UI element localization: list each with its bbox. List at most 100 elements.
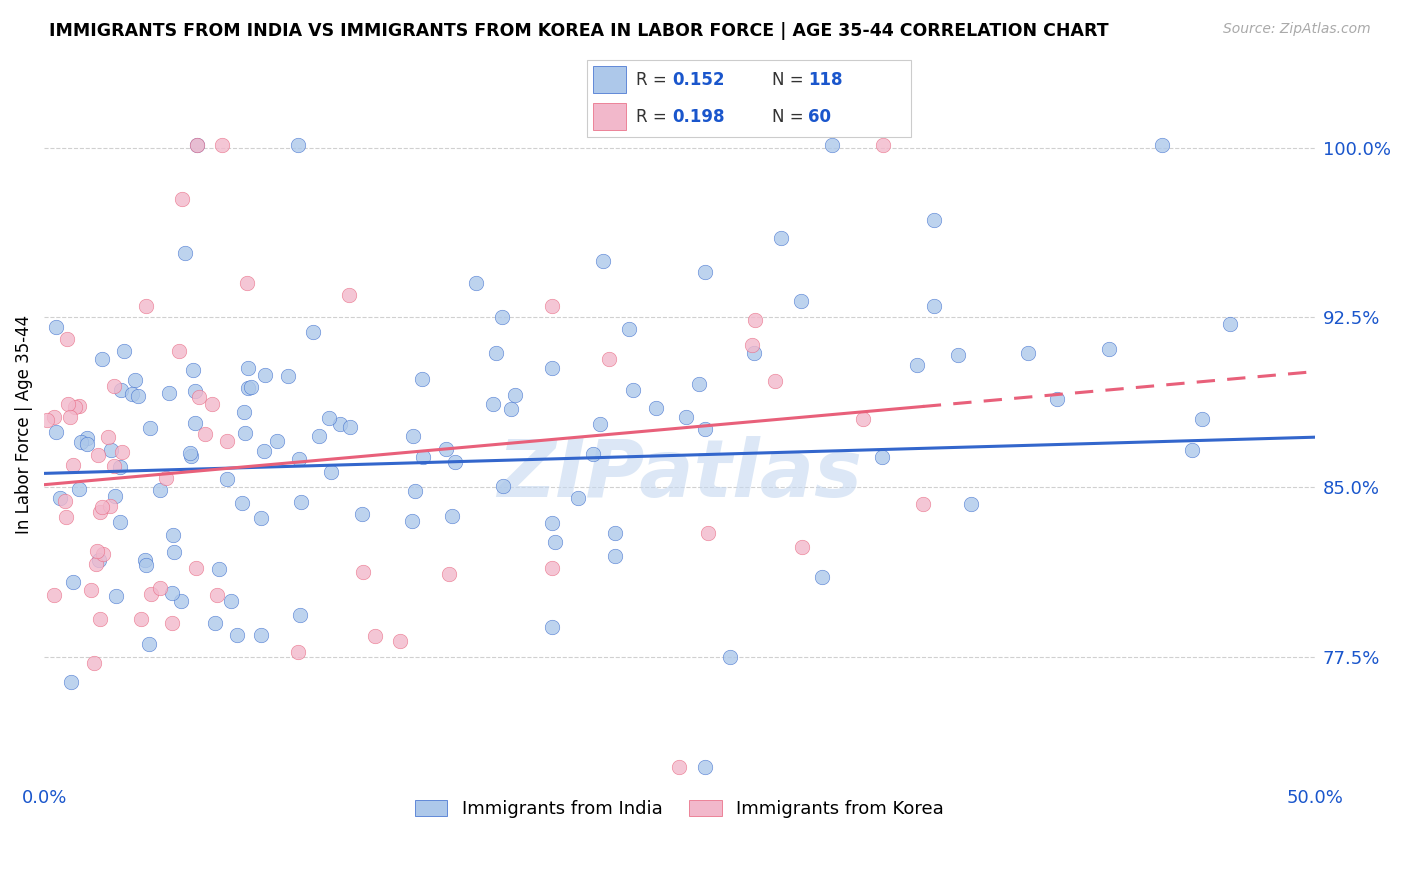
Point — [329, 417, 352, 432]
Point — [250, 628, 273, 642]
Point — [170, 594, 193, 608]
Point — [541, 516, 564, 531]
Point — [790, 294, 813, 309]
Point — [59, 410, 82, 425]
Point — [108, 515, 131, 529]
Text: 118: 118 — [808, 70, 842, 88]
Point — [149, 581, 172, 595]
Y-axis label: In Labor Force | Age 35-44: In Labor Force | Age 35-44 — [15, 315, 32, 534]
Point — [718, 649, 741, 664]
Point — [592, 253, 614, 268]
Point — [621, 383, 644, 397]
Point — [288, 452, 311, 467]
Point — [238, 361, 260, 376]
Point — [239, 380, 262, 394]
Text: 0.152: 0.152 — [672, 70, 725, 88]
Point — [215, 434, 238, 448]
Point — [45, 425, 67, 439]
Point — [401, 514, 423, 528]
Point — [56, 397, 79, 411]
Point — [790, 540, 813, 554]
Point — [948, 348, 970, 362]
Point — [84, 557, 107, 571]
Point — [179, 446, 201, 460]
Point — [959, 497, 981, 511]
Point — [492, 479, 515, 493]
Point — [167, 343, 190, 358]
Point — [1017, 346, 1039, 360]
Point — [544, 534, 567, 549]
Point — [80, 583, 103, 598]
Point — [184, 561, 207, 575]
Point — [181, 363, 204, 377]
Point — [693, 265, 716, 279]
Point — [233, 405, 256, 419]
Point — [139, 587, 162, 601]
Point — [339, 420, 361, 434]
Point — [204, 615, 226, 630]
Point — [598, 352, 620, 367]
Point — [162, 586, 184, 600]
Point — [87, 448, 110, 462]
Point — [811, 570, 834, 584]
Point — [434, 442, 457, 457]
Point — [172, 192, 194, 206]
Point — [134, 553, 156, 567]
Text: N =: N = — [772, 70, 808, 88]
Text: N =: N = — [772, 108, 808, 126]
Point — [404, 484, 426, 499]
Point — [589, 417, 612, 431]
Point — [91, 500, 114, 514]
Point — [235, 425, 257, 440]
Point — [49, 491, 72, 506]
Point — [744, 313, 766, 327]
Point — [922, 213, 945, 227]
Point — [567, 491, 589, 505]
Point — [45, 319, 67, 334]
Point — [236, 277, 259, 291]
Point — [1181, 442, 1204, 457]
Point — [541, 561, 564, 575]
Point — [184, 416, 207, 430]
Text: Source: ZipAtlas.com: Source: ZipAtlas.com — [1223, 22, 1371, 37]
Point — [124, 373, 146, 387]
Point — [211, 138, 233, 153]
Point — [411, 372, 433, 386]
Point — [86, 544, 108, 558]
Point — [160, 615, 183, 630]
Point — [135, 558, 157, 573]
Point — [308, 428, 330, 442]
Point — [541, 620, 564, 634]
Point — [104, 489, 127, 503]
Point — [89, 505, 111, 519]
Point — [443, 455, 465, 469]
Point — [350, 508, 373, 522]
Point — [905, 358, 928, 372]
Point — [402, 429, 425, 443]
Point — [87, 552, 110, 566]
Point — [103, 379, 125, 393]
Point — [44, 410, 66, 425]
Point — [187, 390, 209, 404]
Point — [1098, 342, 1121, 356]
Point — [194, 427, 217, 442]
Point — [186, 138, 208, 153]
Point — [231, 496, 253, 510]
Point — [617, 321, 640, 335]
Point — [364, 629, 387, 643]
Point — [605, 549, 627, 564]
Point — [129, 612, 152, 626]
Point — [217, 472, 239, 486]
Point — [139, 421, 162, 435]
Point — [62, 575, 84, 590]
Point — [219, 594, 242, 608]
Point — [63, 401, 86, 415]
Point — [481, 397, 503, 411]
Point — [465, 277, 488, 291]
Text: R =: R = — [637, 108, 672, 126]
Point — [112, 344, 135, 359]
Point — [352, 565, 374, 579]
Point — [763, 374, 786, 388]
Point — [60, 675, 83, 690]
Point — [744, 345, 766, 359]
